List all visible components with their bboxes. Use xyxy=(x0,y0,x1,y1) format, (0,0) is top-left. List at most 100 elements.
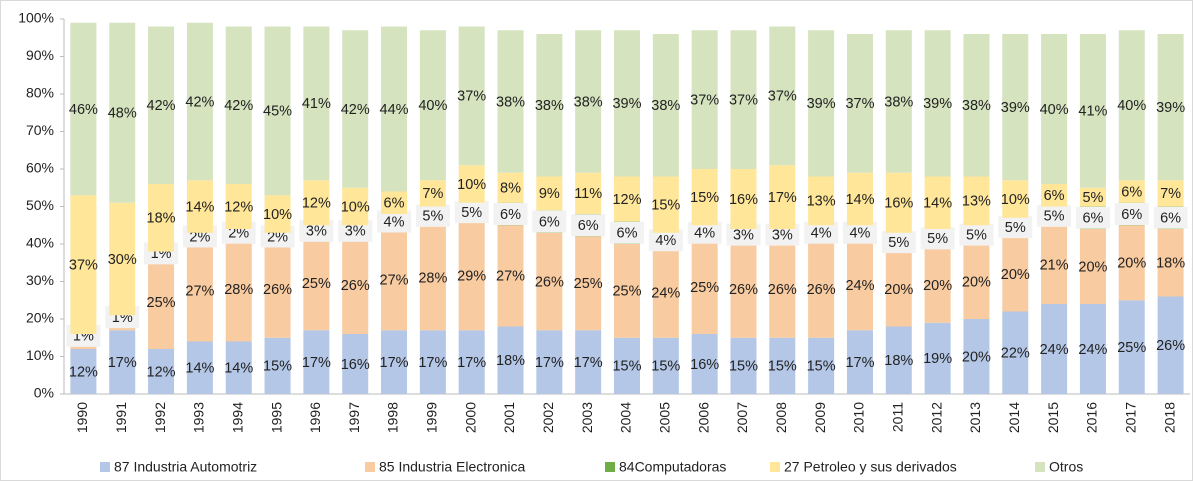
data-label: 6% xyxy=(578,218,599,234)
data-label: 12% xyxy=(69,364,98,380)
bar-segment xyxy=(691,240,718,334)
data-label: 26% xyxy=(768,282,797,298)
x-tick-label: 2014 xyxy=(1006,402,1022,433)
data-label: 6% xyxy=(1121,207,1142,223)
bar-segment xyxy=(924,176,951,229)
bar-segment xyxy=(497,172,524,203)
data-label: 5% xyxy=(888,235,909,251)
x-tick-label: 1998 xyxy=(385,402,401,433)
data-label: 24% xyxy=(845,278,874,294)
bar-segment xyxy=(730,169,757,229)
x-tick-label: 2000 xyxy=(462,402,478,433)
data-label: 4% xyxy=(811,226,832,242)
label-box xyxy=(1075,206,1110,229)
bar-segment xyxy=(769,337,796,394)
bar-segment xyxy=(1002,34,1029,181)
bar-segment xyxy=(652,337,679,394)
data-label: 16% xyxy=(729,192,758,208)
bar-segment xyxy=(1118,180,1145,203)
bar-segment xyxy=(769,26,796,166)
bar-segment xyxy=(885,172,912,233)
bar-segment xyxy=(614,244,640,338)
legend-swatch xyxy=(100,462,110,472)
y-tick-label: 80% xyxy=(26,85,54,101)
x-tick-label: 1999 xyxy=(424,402,440,433)
data-label: 29% xyxy=(457,269,486,285)
data-label: 22% xyxy=(1001,346,1030,362)
data-label: 20% xyxy=(884,282,913,298)
bar-segment xyxy=(846,330,873,394)
data-label: 41% xyxy=(1078,104,1107,120)
data-label: 38% xyxy=(574,94,603,110)
data-label: 18% xyxy=(496,353,525,369)
bar-segment xyxy=(1157,180,1184,207)
label-box xyxy=(299,219,334,242)
bar-segment xyxy=(1118,300,1145,394)
bar-segment xyxy=(186,180,213,233)
y-tick-label: 90% xyxy=(26,47,54,63)
x-tick-label: 2001 xyxy=(501,402,517,433)
bar-segment xyxy=(458,330,485,394)
bar-segment xyxy=(342,187,369,226)
data-label: 25% xyxy=(1117,340,1146,356)
x-tick-label: 2009 xyxy=(812,402,828,433)
bar-segment xyxy=(652,34,679,177)
x-tick-label: 1991 xyxy=(113,402,129,433)
data-label: 20% xyxy=(962,274,991,290)
data-label: 40% xyxy=(418,98,447,114)
data-label: 37% xyxy=(729,92,758,108)
data-label: 42% xyxy=(224,98,253,114)
bar-segment xyxy=(652,247,679,338)
x-tick-label: 1997 xyxy=(346,402,362,433)
data-label: 38% xyxy=(962,98,991,114)
data-label: 39% xyxy=(612,96,641,112)
data-label: 5% xyxy=(1005,220,1026,236)
bar-segment xyxy=(808,337,835,394)
x-tick-label: 2010 xyxy=(851,402,867,433)
data-label: 20% xyxy=(962,349,991,365)
bar-segment xyxy=(575,30,602,173)
bar-segment xyxy=(186,22,213,181)
data-label: 40% xyxy=(1040,102,1069,118)
data-label: 24% xyxy=(651,286,680,302)
bar-segment xyxy=(963,176,990,226)
bar-segment xyxy=(1002,236,1029,312)
data-label: 38% xyxy=(651,98,680,114)
data-label: 2% xyxy=(189,229,210,245)
data-label: 15% xyxy=(690,190,719,206)
x-tick-label: 2005 xyxy=(657,402,673,433)
data-label: 44% xyxy=(380,102,409,118)
bar-segment xyxy=(769,165,796,229)
data-label: 27% xyxy=(380,272,409,288)
legend-swatch xyxy=(770,462,780,472)
bar-segment xyxy=(691,334,718,394)
bar-segment xyxy=(458,26,485,166)
data-label: 39% xyxy=(1001,100,1030,116)
legend-label: Otros xyxy=(1049,459,1083,475)
data-label: 18% xyxy=(1156,256,1185,272)
bar-segment xyxy=(225,236,252,342)
bar-segment xyxy=(846,172,873,226)
bar-segment xyxy=(303,180,330,226)
data-label: 26% xyxy=(807,282,836,298)
data-label: 40% xyxy=(1117,98,1146,114)
data-label: 2% xyxy=(267,229,288,245)
bar-segment xyxy=(963,244,990,319)
data-label: 42% xyxy=(185,94,214,110)
data-label: 17% xyxy=(457,355,486,371)
data-label: 17% xyxy=(302,355,331,371)
data-label: 16% xyxy=(884,196,913,212)
label-box xyxy=(338,219,373,242)
bar-segment xyxy=(342,334,369,394)
data-label: 15% xyxy=(263,359,292,375)
data-label: 41% xyxy=(302,96,331,112)
data-label: 5% xyxy=(422,209,443,225)
bar-segment xyxy=(808,240,835,338)
bar-segment xyxy=(419,330,446,394)
bar-segment xyxy=(1079,304,1106,394)
bar-segment xyxy=(924,322,951,394)
bar-segment xyxy=(536,176,563,211)
bar-segment xyxy=(1157,229,1184,297)
bar-segment xyxy=(730,240,757,338)
